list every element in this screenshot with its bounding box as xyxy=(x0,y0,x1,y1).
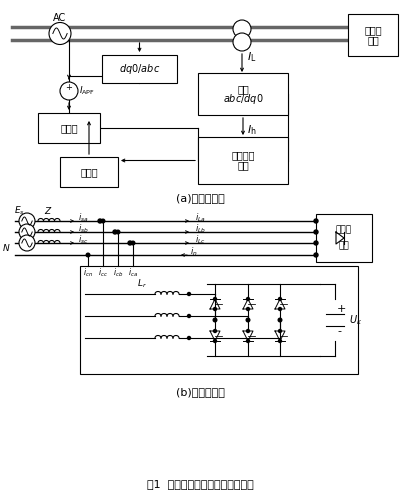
Text: 负载: 负载 xyxy=(338,242,348,250)
Text: $i_n$: $i_n$ xyxy=(190,246,197,258)
Bar xyxy=(60,157,118,187)
Circle shape xyxy=(131,241,134,245)
Circle shape xyxy=(278,308,281,310)
Circle shape xyxy=(313,241,317,245)
Bar xyxy=(38,113,100,143)
Text: $i_{sa}$: $i_{sa}$ xyxy=(78,212,88,224)
Text: 非线性: 非线性 xyxy=(363,25,381,35)
Text: -: - xyxy=(336,326,340,336)
Text: $U_k$: $U_k$ xyxy=(348,313,361,327)
Text: $i_{La}$: $i_{La}$ xyxy=(194,212,205,224)
Circle shape xyxy=(86,253,89,257)
Circle shape xyxy=(233,20,250,38)
Bar xyxy=(315,214,371,262)
Circle shape xyxy=(278,298,281,301)
Text: 负载: 负载 xyxy=(366,35,378,45)
Text: 控制器: 控制器 xyxy=(80,167,97,177)
Text: 图1  系统拓扑结构图及工作示意图: 图1 系统拓扑结构图及工作示意图 xyxy=(146,479,253,489)
Text: +: + xyxy=(65,84,72,92)
Circle shape xyxy=(213,330,216,333)
Text: (b)工作示意图: (b)工作示意图 xyxy=(175,387,224,397)
Circle shape xyxy=(98,219,102,223)
Circle shape xyxy=(213,298,216,301)
Circle shape xyxy=(245,318,249,322)
Circle shape xyxy=(246,298,249,301)
Circle shape xyxy=(246,339,249,342)
Text: 采集: 采集 xyxy=(237,84,248,94)
Text: $i_{cc}$: $i_{cc}$ xyxy=(98,267,108,279)
Circle shape xyxy=(246,330,249,333)
Circle shape xyxy=(19,224,35,240)
Bar xyxy=(80,266,357,374)
Circle shape xyxy=(187,314,190,317)
Text: (a)拓扑结构图: (a)拓扑结构图 xyxy=(175,193,224,203)
Circle shape xyxy=(60,82,78,100)
Circle shape xyxy=(313,219,317,223)
Bar xyxy=(102,55,176,83)
Bar xyxy=(198,73,287,115)
Text: $I_\mathrm{h}$: $I_\mathrm{h}$ xyxy=(246,123,256,137)
Circle shape xyxy=(19,235,35,251)
Circle shape xyxy=(116,230,119,234)
Text: $Z$: $Z$ xyxy=(44,206,52,216)
Text: $i_{Lc}$: $i_{Lc}$ xyxy=(194,234,205,246)
Text: $dq0/abc$: $dq0/abc$ xyxy=(119,62,160,76)
Text: $i_{Lb}$: $i_{Lb}$ xyxy=(194,223,206,235)
Circle shape xyxy=(278,339,281,342)
Circle shape xyxy=(187,293,190,296)
Circle shape xyxy=(313,230,317,234)
Circle shape xyxy=(113,230,117,234)
Circle shape xyxy=(19,213,35,229)
Bar xyxy=(347,14,397,56)
Text: $i_{ca}$: $i_{ca}$ xyxy=(128,267,138,279)
Text: $I_\mathrm{L}$: $I_\mathrm{L}$ xyxy=(246,50,256,64)
Circle shape xyxy=(187,337,190,339)
Circle shape xyxy=(49,23,71,44)
Text: $I_\mathrm{APF}$: $I_\mathrm{APF}$ xyxy=(79,85,95,97)
Text: $E_s$: $E_s$ xyxy=(14,205,25,217)
Circle shape xyxy=(213,339,216,342)
Text: $i_{cb}$: $i_{cb}$ xyxy=(113,267,123,279)
Text: 计算谐波: 计算谐波 xyxy=(231,151,254,160)
Circle shape xyxy=(278,330,281,333)
Text: $L_r$: $L_r$ xyxy=(137,278,147,290)
Text: +: + xyxy=(336,304,346,314)
Circle shape xyxy=(101,219,105,223)
Text: $i_{sc}$: $i_{sc}$ xyxy=(78,234,88,246)
Bar xyxy=(198,137,287,184)
Circle shape xyxy=(233,33,250,51)
Circle shape xyxy=(128,241,132,245)
Circle shape xyxy=(246,308,249,310)
Text: AC: AC xyxy=(53,13,67,23)
Circle shape xyxy=(277,318,281,322)
Text: $i_{cn}$: $i_{cn}$ xyxy=(83,267,93,279)
Circle shape xyxy=(213,318,216,322)
Text: $i_{sb}$: $i_{sb}$ xyxy=(78,223,89,235)
Text: $abc/dq0$: $abc/dq0$ xyxy=(222,92,263,106)
Circle shape xyxy=(313,253,317,257)
Text: $N$: $N$ xyxy=(2,243,10,253)
Text: 逆变器: 逆变器 xyxy=(60,123,78,133)
Text: 非线性: 非线性 xyxy=(335,225,351,235)
Circle shape xyxy=(213,308,216,310)
Text: 电流: 电流 xyxy=(237,160,248,171)
